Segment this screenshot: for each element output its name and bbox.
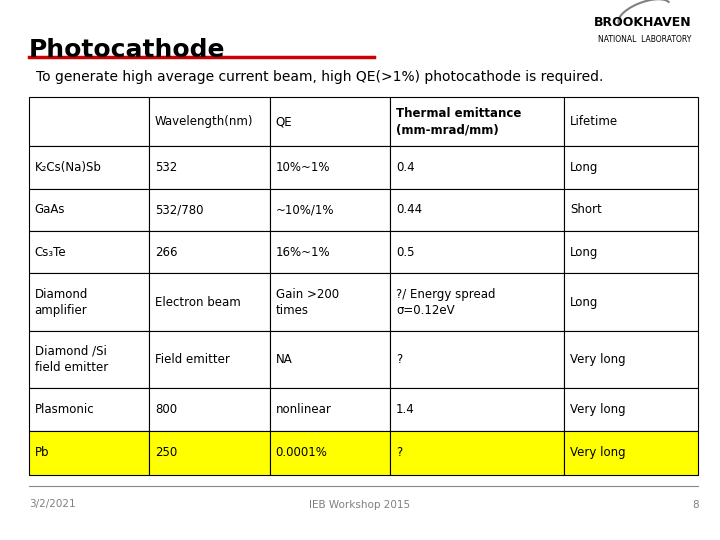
Text: Very long: Very long [570, 403, 626, 416]
Text: 8: 8 [692, 500, 698, 510]
Text: ?/ Energy spread
σ=0.12eV: ?/ Energy spread σ=0.12eV [396, 288, 495, 316]
Text: Long: Long [570, 295, 598, 309]
Text: 0.44: 0.44 [396, 203, 422, 216]
Text: BROOKHAVEN: BROOKHAVEN [593, 16, 691, 29]
Text: 532: 532 [155, 161, 177, 174]
Text: Field emitter: Field emitter [155, 353, 230, 366]
Text: 800: 800 [155, 403, 177, 416]
Text: 16%~1%: 16%~1% [276, 246, 330, 259]
Text: NA: NA [276, 353, 292, 366]
Text: 0.4: 0.4 [396, 161, 415, 174]
Text: Long: Long [570, 246, 598, 259]
Text: Lifetime: Lifetime [570, 115, 618, 128]
Text: K₂Cs(Na)Sb: K₂Cs(Na)Sb [35, 161, 102, 174]
Text: GaAs: GaAs [35, 203, 65, 216]
Text: Thermal emittance
(mm-mrad/mm): Thermal emittance (mm-mrad/mm) [396, 107, 521, 136]
Text: Electron beam: Electron beam [155, 295, 240, 309]
Text: 3/2/2021: 3/2/2021 [29, 500, 76, 510]
Text: NATIONAL  LABORATORY: NATIONAL LABORATORY [598, 35, 691, 44]
Text: 250: 250 [155, 447, 177, 460]
Text: QE: QE [276, 115, 292, 128]
Text: nonlinear: nonlinear [276, 403, 331, 416]
Text: Plasmonic: Plasmonic [35, 403, 94, 416]
Text: 532/780: 532/780 [155, 203, 204, 216]
Text: Very long: Very long [570, 353, 626, 366]
Text: To generate high average current beam, high QE(>1%) photocathode is required.: To generate high average current beam, h… [36, 70, 603, 84]
Text: Very long: Very long [570, 447, 626, 460]
Text: Pb: Pb [35, 447, 49, 460]
Text: Photocathode: Photocathode [29, 38, 225, 62]
Text: Short: Short [570, 203, 602, 216]
Text: Long: Long [570, 161, 598, 174]
Text: Diamond /Si
field emitter: Diamond /Si field emitter [35, 345, 108, 374]
Text: Diamond
amplifier: Diamond amplifier [35, 288, 88, 316]
Text: IEB Workshop 2015: IEB Workshop 2015 [310, 500, 410, 510]
Text: Wavelength(nm): Wavelength(nm) [155, 115, 253, 128]
Text: ~10%/1%: ~10%/1% [276, 203, 334, 216]
Text: 10%~1%: 10%~1% [276, 161, 330, 174]
Text: 1.4: 1.4 [396, 403, 415, 416]
Text: 0.5: 0.5 [396, 246, 415, 259]
Text: Cs₃Te: Cs₃Te [35, 246, 66, 259]
Text: 266: 266 [155, 246, 178, 259]
Text: Gain >200
times: Gain >200 times [276, 288, 338, 316]
Text: ?: ? [396, 447, 402, 460]
Text: ?: ? [396, 353, 402, 366]
Text: 0.0001%: 0.0001% [276, 447, 328, 460]
